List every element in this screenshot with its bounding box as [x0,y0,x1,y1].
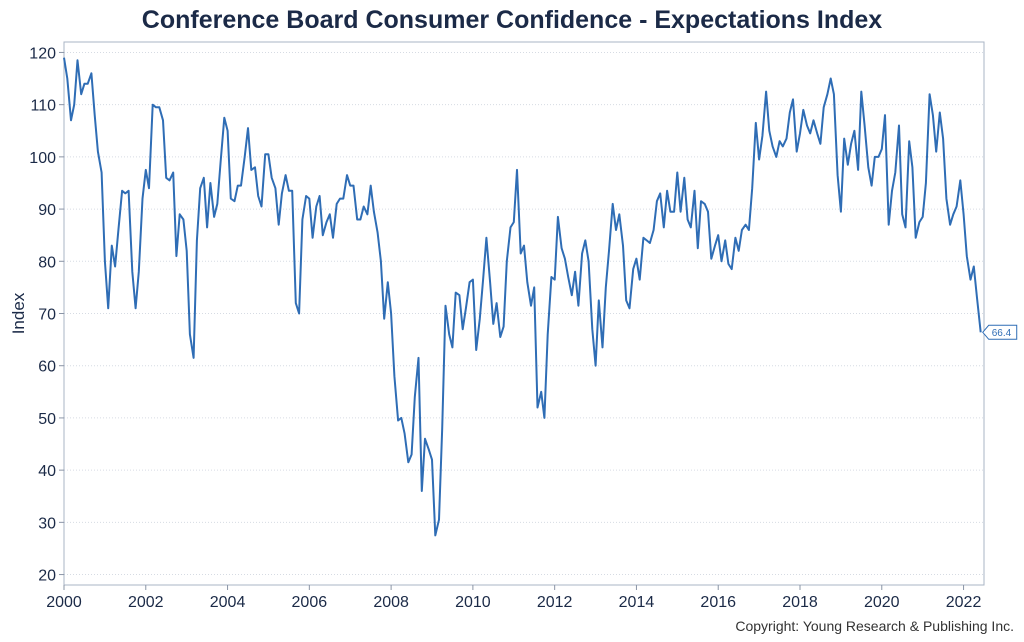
gridlines [64,51,984,576]
y-tick-label: 20 [38,568,56,585]
y-axis-label: Index [9,292,28,334]
y-tick-label: 30 [38,515,56,532]
x-tick-label: 2000 [46,594,82,611]
y-axis-ticks: 20 30 40 50 60 70 80 90 100 110 120 [29,45,64,585]
copyright-text: Copyright: Young Research & Publishing I… [735,618,1014,634]
y-tick-label: 120 [29,45,56,62]
x-tick-label: 2022 [946,594,982,611]
last-value-label: 66.4 [992,328,1012,339]
x-tick-label: 2012 [537,594,573,611]
x-tick-label: 2002 [128,594,164,611]
y-tick-label: 90 [38,202,56,219]
chart-title: Conference Board Consumer Confidence - E… [141,6,883,34]
x-axis-ticks: 2000 2002 2004 2006 2008 2010 2012 2014 2016 2018… [46,585,981,611]
y-tick-label: 40 [38,463,56,480]
y-tick-label: 60 [38,359,56,376]
y-tick-label: 80 [38,254,56,271]
y-tick-label: 110 [30,98,56,115]
y-tick-label: 50 [38,411,56,428]
x-tick-label: 2014 [619,594,655,611]
y-tick-label: 100 [29,150,56,167]
x-tick-label: 2016 [700,594,736,611]
series-line-expectations-index [63,57,982,537]
x-tick-label: 2010 [455,594,491,611]
x-tick-label: 2008 [373,594,409,611]
y-tick-label: 70 [38,307,56,324]
last-value-callout: 66.4 [982,324,1018,340]
x-tick-label: 2006 [292,594,328,611]
last-value-box [982,324,1018,340]
x-tick-label: 2004 [210,594,246,611]
x-tick-label: 2018 [782,594,818,611]
x-tick-label: 2020 [864,594,900,611]
